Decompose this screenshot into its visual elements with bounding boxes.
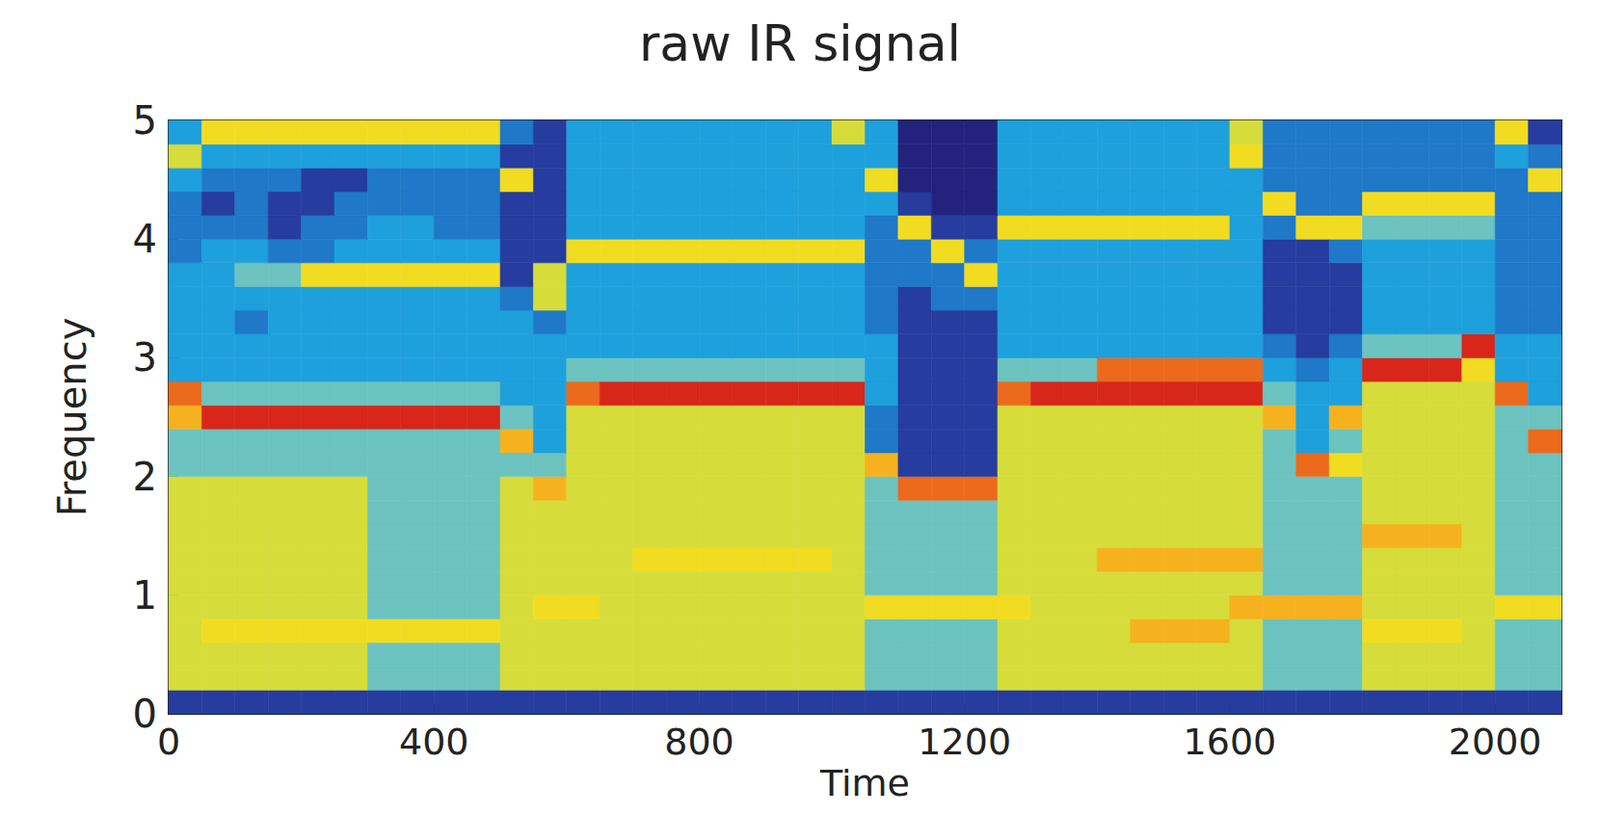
svg-text:Frequency: Frequency (50, 318, 95, 518)
svg-text:2000: 2000 (1448, 720, 1543, 764)
svg-text:raw IR signal: raw IR signal (639, 14, 961, 73)
svg-text:1: 1 (133, 573, 158, 618)
svg-text:0: 0 (133, 692, 158, 737)
svg-text:3: 3 (133, 335, 158, 380)
svg-text:1200: 1200 (917, 720, 1012, 764)
svg-text:0: 0 (157, 720, 181, 764)
svg-text:400: 400 (399, 720, 470, 764)
svg-text:1600: 1600 (1183, 720, 1278, 764)
svg-text:800: 800 (664, 720, 735, 764)
svg-text:Time: Time (819, 762, 910, 805)
svg-text:2: 2 (133, 454, 158, 500)
svg-text:5: 5 (133, 98, 158, 143)
svg-text:4: 4 (133, 216, 158, 262)
